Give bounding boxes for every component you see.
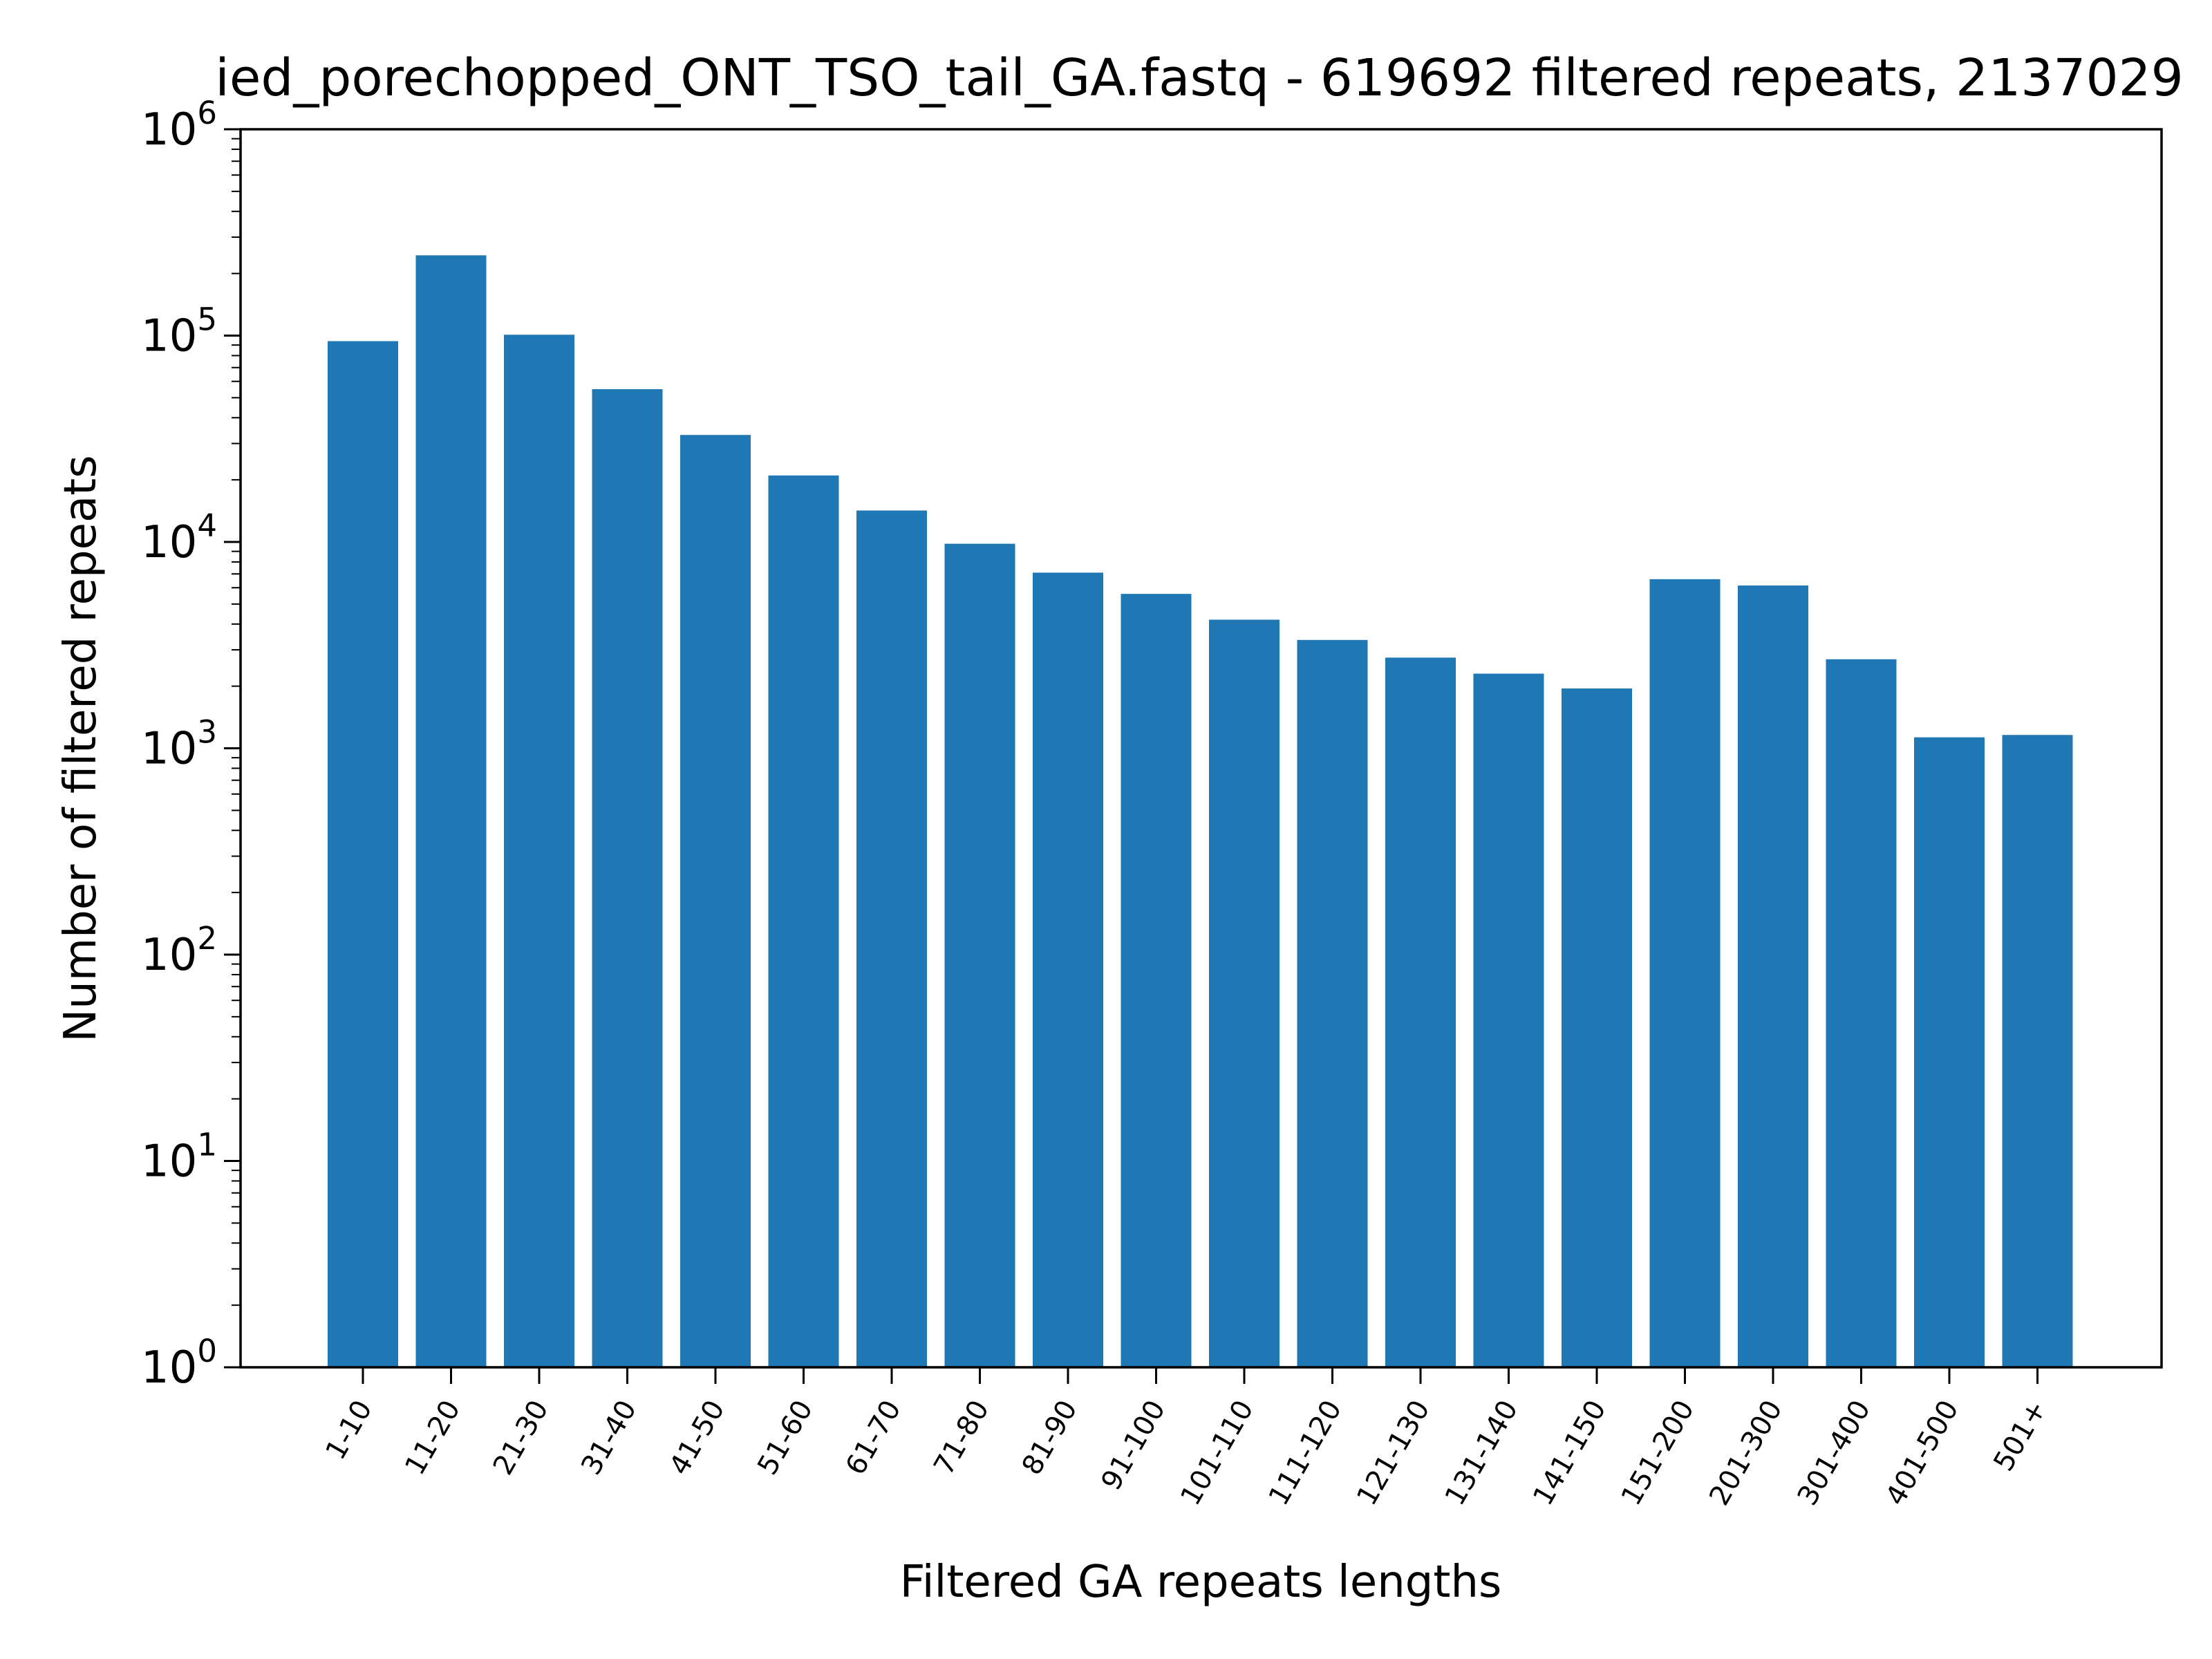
chart-title: ied_porechopped_ONT_TSO_tail_GA.fastq - … bbox=[215, 48, 2183, 108]
y-tick-label: 104 bbox=[141, 507, 217, 568]
x-tick-label: 71-80 bbox=[928, 1395, 995, 1481]
y-tick-label: 102 bbox=[141, 920, 217, 981]
bar-71-80 bbox=[944, 543, 1015, 1367]
x-tick-label: 1-10 bbox=[319, 1395, 378, 1465]
plot-frame bbox=[239, 128, 2163, 1369]
bar-401-500 bbox=[1914, 737, 1985, 1367]
bar-301-400 bbox=[1826, 659, 1897, 1367]
bar-121-130 bbox=[1385, 657, 1456, 1368]
x-tick-label: 301-400 bbox=[1792, 1395, 1877, 1511]
bar-41-50 bbox=[680, 435, 751, 1367]
x-tick-label: 111-120 bbox=[1263, 1395, 1348, 1511]
bar-141-150 bbox=[1562, 688, 1632, 1367]
x-axis: 1-10 11-20 21-30 31-40 41-50 51-60 61-70 71-80 8… bbox=[319, 1367, 2053, 1511]
x-axis-label: Filtered GA repeats lengths bbox=[900, 1557, 1502, 1608]
y-tick-label: 106 bbox=[141, 95, 217, 156]
x-tick-label: 201-300 bbox=[1703, 1395, 1788, 1511]
bar-101-110 bbox=[1209, 619, 1280, 1367]
x-tick-label: 81-90 bbox=[1016, 1395, 1084, 1481]
x-tick-label: 11-20 bbox=[399, 1395, 467, 1481]
x-tick-label: 21-30 bbox=[487, 1395, 555, 1481]
bar-1-10 bbox=[328, 341, 398, 1367]
bar-91-100 bbox=[1121, 594, 1192, 1367]
y-tick-label: 100 bbox=[141, 1333, 217, 1394]
bar-21-30 bbox=[504, 335, 574, 1367]
y-axis-label: Number of filtered repeats bbox=[55, 455, 106, 1042]
x-tick-label: 41-50 bbox=[664, 1395, 731, 1481]
y-axis: 100 101 102 103 104 105 106 bbox=[141, 95, 241, 1394]
bar-81-90 bbox=[1033, 572, 1103, 1367]
bar-51-60 bbox=[768, 475, 839, 1367]
bar-501+ bbox=[2002, 735, 2073, 1367]
bar-131-140 bbox=[1473, 673, 1544, 1367]
x-tick-label: 401-500 bbox=[1880, 1395, 1965, 1511]
x-tick-label: 131-140 bbox=[1439, 1395, 1524, 1511]
bars-group bbox=[328, 255, 2073, 1368]
x-tick-label: 91-100 bbox=[1095, 1395, 1172, 1496]
bar-151-200 bbox=[1649, 579, 1721, 1367]
y-tick-label: 105 bbox=[141, 301, 217, 362]
x-tick-label: 141-150 bbox=[1527, 1395, 1612, 1511]
x-tick-label: 101-110 bbox=[1174, 1395, 1259, 1511]
x-tick-label: 51-60 bbox=[751, 1395, 819, 1481]
x-tick-label: 151-200 bbox=[1615, 1395, 1700, 1511]
bar-201-300 bbox=[1738, 585, 1808, 1367]
bar-61-70 bbox=[856, 510, 927, 1367]
y-tick-label: 101 bbox=[141, 1127, 217, 1188]
bar-111-120 bbox=[1297, 639, 1368, 1367]
x-tick-label: 31-40 bbox=[575, 1395, 643, 1481]
x-tick-label: 61-70 bbox=[840, 1395, 908, 1481]
y-tick-label: 103 bbox=[141, 714, 217, 775]
bar-31-40 bbox=[592, 389, 663, 1367]
x-tick-label: 501+ bbox=[1987, 1395, 2053, 1477]
bar-11-20 bbox=[415, 255, 487, 1367]
x-tick-label: 121-130 bbox=[1351, 1395, 1436, 1511]
